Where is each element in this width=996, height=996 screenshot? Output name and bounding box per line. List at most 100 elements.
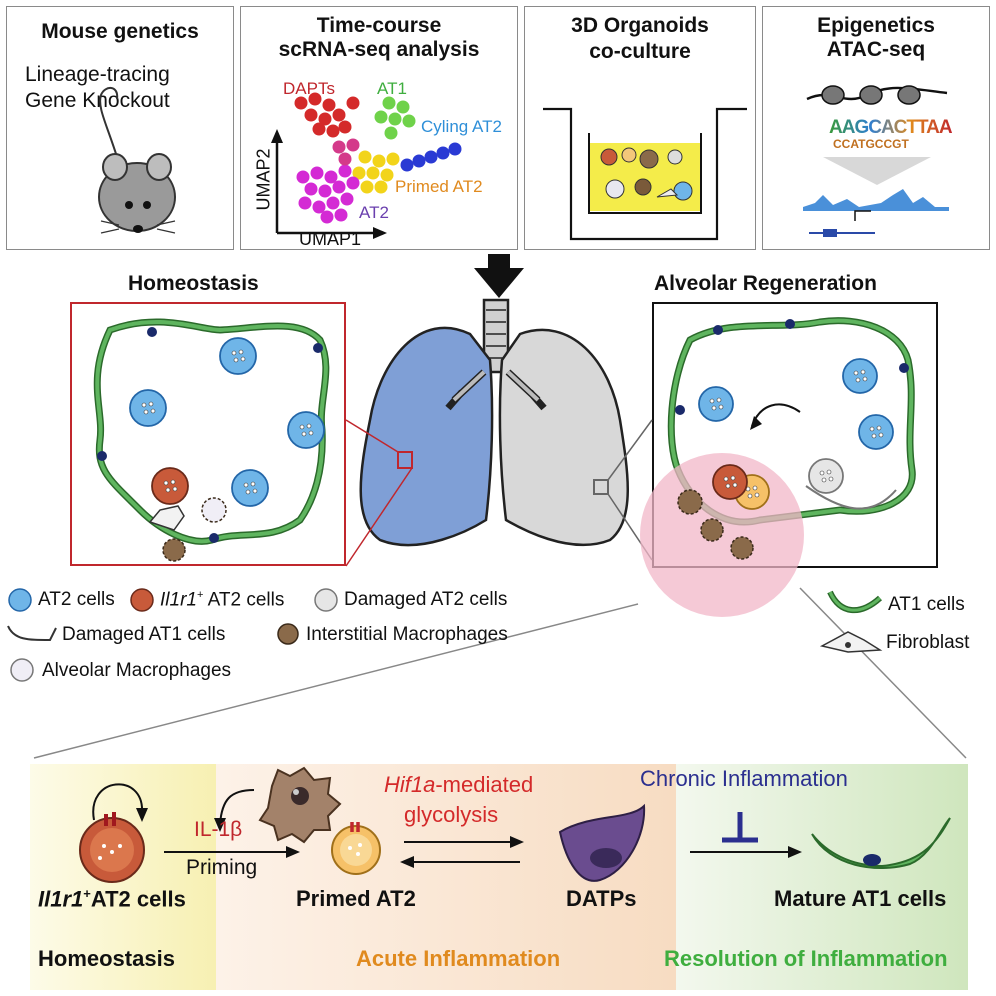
panel-text-line2: Gene Knockout (25, 89, 170, 112)
homeostasis-title: Homeostasis (128, 272, 259, 295)
panel-title: Mouse genetics (41, 20, 199, 43)
umap-dot (360, 180, 374, 194)
cell-granule (238, 349, 244, 355)
cluster-label-at1: AT1 (377, 79, 407, 98)
cell-granule (828, 476, 834, 482)
cell-granule (754, 492, 760, 498)
glycolysis-label: glycolysis (404, 802, 499, 827)
umap-dot (332, 180, 346, 194)
panel-title-2: ATAC-seq (826, 38, 926, 61)
cell-granule (299, 424, 305, 430)
primed-at2-label: Primed AT2 (296, 886, 416, 911)
umap-dot (332, 140, 346, 154)
at2-cell-icon (712, 464, 748, 500)
legend-damaged-at1: Damaged AT1 cells (62, 624, 226, 645)
umap-scatter-icon (271, 92, 462, 239)
cell-granule (148, 401, 154, 407)
at2-cell-icon (808, 458, 844, 494)
cluster-label-at2: AT2 (359, 203, 389, 222)
cell-granule (301, 431, 307, 437)
cell-granule (718, 404, 724, 410)
panel-scrna-seq: Time-course scRNA-seq analysis DAPTs AT1… (240, 6, 518, 250)
cluster-label-primed: Primed AT2 (395, 177, 483, 196)
legend-alveolar: Alveolar Macrophages (42, 660, 232, 681)
legend-il1r1-at2: Il1r1+ AT2 cells (160, 589, 284, 611)
inhibition-icon (722, 812, 758, 843)
panel-epigenetics: Epigenetics ATAC-seq AAGCACTTAA CCATGCCG… (762, 6, 990, 250)
nucleosome-icon (803, 85, 949, 237)
umap-dot (372, 154, 386, 168)
cell-granule (752, 485, 758, 491)
panel-text-line1: Lineage-tracing (25, 63, 170, 86)
cell-granule (172, 486, 178, 492)
cell-granule (243, 482, 249, 488)
axis-label-x: UMAP1 (299, 229, 362, 249)
cell-granule (876, 425, 882, 431)
umap-dot (400, 158, 414, 172)
cell-granule (252, 488, 258, 494)
umap-dot (352, 166, 366, 180)
legend-il1r1-rest: AT2 cells (203, 589, 285, 611)
at2-cell-icon (842, 358, 878, 394)
cell-granule (723, 476, 729, 482)
cluster-label-cycling: Cyling AT2 (421, 117, 502, 136)
macrophage-icon (677, 489, 703, 515)
cell-granule (308, 430, 314, 436)
at2-cell-icon (219, 337, 257, 375)
umap-dot (346, 176, 360, 190)
umap-dot (386, 152, 400, 166)
lung-icon (345, 298, 653, 567)
panel-title-1: 3D Organoids (571, 14, 709, 37)
umap-dot (320, 210, 334, 224)
hif-label: Hif1a-mediated (384, 772, 533, 798)
cell-granule (826, 469, 832, 475)
mature-at1-label: Mature AT1 cells (774, 886, 947, 911)
hif-rest: -mediated (435, 772, 534, 797)
umap-dot (374, 180, 388, 194)
cell-granule (747, 493, 753, 499)
cell-granule (871, 433, 877, 439)
motif-bottom: CCATGCCGT (833, 137, 909, 151)
phase-homeostasis: Homeostasis (38, 946, 175, 971)
panel-title-2: scRNA-seq analysis (278, 38, 480, 61)
il1r1-at2-label: Il1r1+AT2 cells (38, 886, 186, 912)
umap-dot (308, 92, 322, 106)
cell-granule (732, 482, 738, 488)
umap-dot (388, 112, 402, 126)
transwell-icon (543, 107, 747, 241)
umap-dot (346, 138, 360, 152)
phase-acute: Acute Inflammation (356, 946, 561, 971)
panel-mouse-genetics: Mouse genetics Lineage-tracing Gene Knoc… (6, 6, 234, 250)
cell-granule (860, 369, 866, 375)
cell-granule (862, 376, 868, 382)
panel-title-1: Epigenetics (817, 14, 935, 37)
legend-at1: AT1 cells (888, 594, 965, 615)
at2-cell-icon (698, 386, 734, 422)
umap-dot (366, 166, 380, 180)
cell-granule (711, 405, 717, 411)
umap-dot (380, 168, 394, 182)
il1r1-gene: Il1r1 (38, 886, 84, 912)
legend-il1r1-gene: Il1r1 (160, 589, 197, 611)
il1b-label: IL-1β (194, 818, 243, 841)
macrophage-icon (700, 518, 724, 542)
umap-dot (332, 108, 346, 122)
umap-dot (310, 166, 324, 180)
cell-granule (163, 480, 169, 486)
umap-dot (424, 150, 438, 164)
panel-organoids: 3D Organoids co-culture (524, 6, 756, 250)
homeostasis-frame (70, 302, 346, 566)
umap-dot (382, 96, 396, 110)
umap-dot (402, 114, 416, 128)
il1r1-rest: AT2 cells (90, 886, 186, 912)
panel-title-1: Time-course (316, 14, 442, 37)
cell-granule (231, 350, 237, 356)
cluster-label-dapts: DAPTs (283, 79, 335, 98)
umap-dot (338, 164, 352, 178)
umap-dot (334, 208, 348, 222)
umap-dot (324, 170, 338, 184)
